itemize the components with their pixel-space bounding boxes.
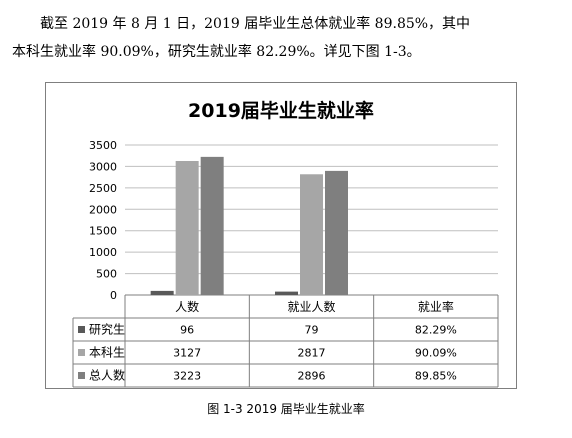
table-cell: 79 <box>305 324 319 337</box>
y-tick-label: 3000 <box>89 160 117 173</box>
bar-研究生 <box>275 291 298 295</box>
table-cell: 89.85% <box>415 370 457 383</box>
legend-label: 本科生 <box>89 346 125 360</box>
y-tick-label: 2500 <box>89 182 117 195</box>
figure-caption: 图 1-3 2019 届毕业生就业率 <box>207 402 365 416</box>
chart-frame: 2019届毕业生就业率 0 500 1000 1500 2000 2500 3000 3500 人… <box>45 82 517 389</box>
table-cell: 3223 <box>173 370 201 383</box>
bar-总人数 <box>200 156 224 295</box>
bar-研究生 <box>150 290 174 295</box>
intro-line-2: 本科生就业率 90.09%，研究生就业率 82.29%。详见下图 1-3。 <box>12 44 421 60</box>
table-cell: 82.29% <box>415 324 457 337</box>
y-tick-label: 0 <box>110 289 117 302</box>
bar-本科生 <box>175 160 199 295</box>
y-tick-label: 3500 <box>89 139 117 152</box>
chart-title: 2019届毕业生就业率 <box>188 99 374 122</box>
x-category-label: 就业率 <box>418 299 454 314</box>
bar-总人数 <box>325 170 348 295</box>
y-tick-label: 1000 <box>89 246 117 259</box>
legend-label: 总人数 <box>89 368 125 383</box>
legend-label: 研究生 <box>89 322 125 337</box>
x-category-label: 人数 <box>175 299 199 314</box>
y-tick-label: 500 <box>96 268 117 281</box>
legend-key-研究生 <box>78 326 85 333</box>
x-category-label: 就业人数 <box>287 299 335 314</box>
y-tick-label: 1500 <box>89 225 117 238</box>
table-cell: 96 <box>180 324 194 337</box>
bar-本科生 <box>300 174 323 295</box>
table-cell: 3127 <box>173 347 201 360</box>
intro-line-1: 截至 2019 年 8 月 1 日，2019 届毕业生总体就业率 89.85%，… <box>40 16 471 32</box>
employment-chart: 2019届毕业生就业率 0 500 1000 1500 2000 2500 3000 3500 人… <box>72 99 499 388</box>
y-tick-label: 2000 <box>89 203 117 216</box>
legend-key-本科生 <box>78 349 85 356</box>
table-cell: 2896 <box>298 370 326 383</box>
table-cell: 90.09% <box>415 347 457 360</box>
table-cell: 2817 <box>298 347 326 360</box>
legend-key-总人数 <box>78 372 85 379</box>
